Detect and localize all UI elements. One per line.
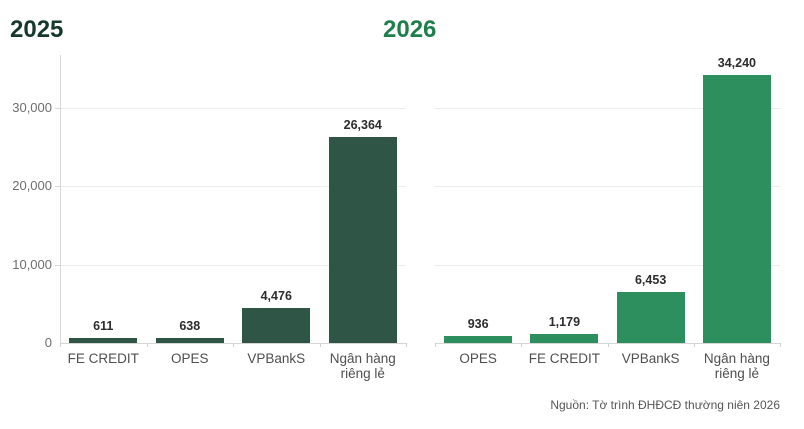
bar-value-label: 611 <box>93 319 114 334</box>
y-axis-line <box>60 55 61 343</box>
x-axis-tick <box>693 343 695 347</box>
bar-vpbanks <box>242 307 311 343</box>
x-axis-category-label: Ngân hàng riêng lẻ <box>329 351 396 381</box>
x-axis-category-label: Ngân hàng riêng lẻ <box>703 351 770 381</box>
x-axis-tick <box>521 343 523 347</box>
gridline <box>435 108 780 110</box>
x-axis-tick <box>233 343 234 347</box>
y-axis-tick-label: 0 <box>44 335 52 350</box>
chart-title-2025: 2025 <box>10 16 64 43</box>
source-note: Nguồn: Tờ trình ĐHĐCĐ thường niên 2026 <box>550 398 780 412</box>
bar-value-label: 26,364 <box>343 117 382 132</box>
gridline <box>60 186 406 188</box>
gridline <box>435 186 780 188</box>
bar-opes <box>444 335 513 343</box>
x-axis-tick <box>780 343 781 347</box>
x-axis-category-label: VPBankS <box>247 351 306 366</box>
x-axis-tick <box>319 343 321 347</box>
y-axis-tick <box>55 186 60 188</box>
bar-value-label: 936 <box>467 316 489 331</box>
bar-fe-credit <box>530 333 599 343</box>
x-axis-category-label: VPBankS <box>621 351 680 366</box>
bar-value-label: 1,179 <box>548 314 581 329</box>
bar-fe-credit <box>69 338 138 343</box>
x-axis-category-label: FE CREDIT <box>67 351 139 366</box>
y-axis-tick <box>55 264 60 266</box>
bar-value-label: 4,476 <box>260 288 292 303</box>
x-axis-tick <box>607 343 609 347</box>
x-axis-category-label: OPES <box>170 351 209 366</box>
bar-value-label: 6,453 <box>634 273 667 288</box>
x-axis-category-label: OPES <box>459 351 497 366</box>
gridline <box>60 264 406 266</box>
x-axis-tick <box>406 343 407 347</box>
bar-vpbanks <box>616 292 685 343</box>
y-axis-tick-label: 10,000 <box>12 256 52 272</box>
bar-ngân-hàng-riêng-lẻ <box>328 136 397 343</box>
bar-opes <box>155 338 224 343</box>
x-axis-tick <box>60 343 61 347</box>
bar-value-label: 34,240 <box>717 56 756 71</box>
x-axis-tick <box>435 343 436 347</box>
bar-ngân-hàng-riêng-lẻ <box>702 75 771 343</box>
bar-value-label: 638 <box>179 319 201 333</box>
gridline <box>60 108 406 110</box>
x-axis-tick <box>146 343 148 347</box>
y-axis-tick-label: 20,000 <box>12 178 52 194</box>
gridline <box>435 264 780 266</box>
x-axis-category-label: FE CREDIT <box>528 351 600 366</box>
chart-title-2026: 2026 <box>383 16 437 43</box>
y-axis-tick <box>55 108 60 110</box>
y-axis-tick-label: 30,000 <box>12 100 52 116</box>
